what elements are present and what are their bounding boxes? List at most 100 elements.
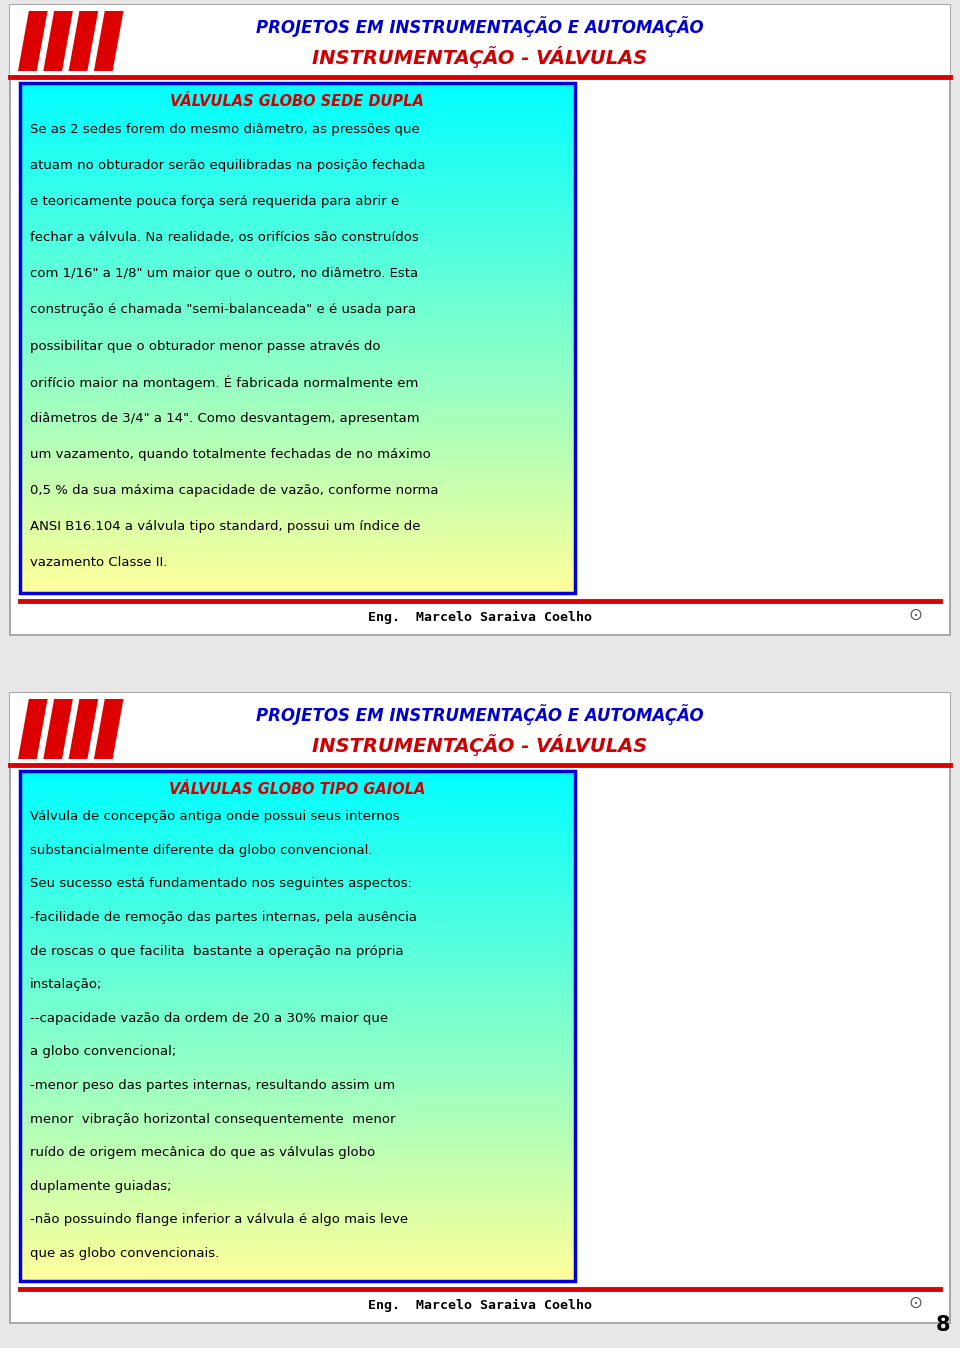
Bar: [20, 562, 575, 566]
Bar: [20, 297, 575, 301]
Bar: [20, 481, 575, 484]
Bar: [20, 318, 575, 321]
Bar: [20, 1002, 575, 1006]
Bar: [20, 325, 575, 328]
Bar: [20, 1064, 575, 1066]
Bar: [20, 921, 575, 923]
Text: Seu sucesso está fundamentado nos seguintes aspectos:: Seu sucesso está fundamentado nos seguin…: [30, 878, 412, 891]
Bar: [20, 1101, 575, 1104]
Bar: [20, 576, 575, 580]
Bar: [20, 535, 575, 539]
Bar: [20, 341, 575, 345]
Bar: [20, 1169, 575, 1173]
Bar: [20, 137, 575, 140]
Bar: [20, 198, 575, 202]
Bar: [10, 693, 950, 766]
Bar: [20, 419, 575, 423]
Bar: [20, 508, 575, 511]
Bar: [20, 355, 575, 359]
Bar: [20, 222, 575, 226]
Bar: [20, 280, 575, 283]
Bar: [20, 903, 575, 907]
Text: fechar a válvula. Na realidade, os orifícios são construídos: fechar a válvula. Na realidade, os orifí…: [30, 231, 419, 244]
Bar: [20, 852, 575, 856]
Bar: [20, 260, 575, 263]
Bar: [20, 249, 575, 253]
Bar: [20, 446, 575, 450]
Bar: [20, 430, 575, 433]
Bar: [20, 1247, 575, 1251]
Bar: [20, 1202, 575, 1206]
Bar: [20, 1023, 575, 1026]
Bar: [20, 941, 575, 945]
Bar: [20, 1117, 575, 1122]
Bar: [20, 410, 575, 412]
Text: Se as 2 sedes forem do mesmo diâmetro, as pressões que: Se as 2 sedes forem do mesmo diâmetro, a…: [30, 123, 420, 136]
Bar: [20, 907, 575, 910]
Bar: [20, 433, 575, 437]
Bar: [20, 849, 575, 852]
Bar: [20, 532, 575, 535]
Bar: [20, 1115, 575, 1117]
Bar: [20, 84, 575, 86]
Bar: [20, 437, 575, 439]
Text: orifício maior na montagem. É fabricada normalmente em: orifício maior na montagem. É fabricada …: [30, 376, 419, 390]
Bar: [20, 256, 575, 260]
Bar: [20, 124, 575, 127]
Bar: [20, 1108, 575, 1111]
Bar: [20, 566, 575, 569]
Text: de roscas o que facilita  bastante a operação na própria: de roscas o que facilita bastante a oper…: [30, 945, 403, 957]
Bar: [20, 1080, 575, 1084]
Bar: [20, 1026, 575, 1030]
Bar: [20, 491, 575, 495]
Bar: [20, 1050, 575, 1053]
Bar: [20, 867, 575, 869]
Bar: [20, 1220, 575, 1223]
Bar: [20, 582, 575, 586]
Bar: [20, 822, 575, 825]
Text: duplamente guiadas;: duplamente guiadas;: [30, 1180, 172, 1193]
Bar: [10, 5, 950, 635]
Bar: [20, 301, 575, 305]
Bar: [20, 1166, 575, 1169]
Bar: [20, 464, 575, 468]
Bar: [20, 307, 575, 311]
Bar: [20, 1057, 575, 1060]
Bar: [20, 809, 575, 811]
Bar: [20, 1138, 575, 1142]
Bar: [20, 1033, 575, 1037]
Bar: [20, 348, 575, 352]
Bar: [20, 90, 575, 93]
Bar: [20, 403, 575, 406]
Bar: [20, 774, 575, 778]
Bar: [20, 368, 575, 372]
Polygon shape: [43, 11, 73, 71]
Bar: [20, 191, 575, 195]
Bar: [20, 934, 575, 938]
Bar: [20, 818, 575, 822]
Bar: [20, 580, 575, 582]
Polygon shape: [18, 11, 48, 71]
Bar: [20, 155, 575, 158]
Bar: [20, 1043, 575, 1046]
Bar: [20, 999, 575, 1002]
Bar: [20, 383, 575, 386]
Bar: [20, 927, 575, 931]
Bar: [20, 1206, 575, 1209]
Bar: [20, 1122, 575, 1124]
Bar: [20, 880, 575, 883]
Text: VÁLVULAS GLOBO SEDE DUPLA: VÁLVULAS GLOBO SEDE DUPLA: [170, 93, 424, 108]
Bar: [20, 321, 575, 325]
Bar: [20, 236, 575, 240]
Bar: [20, 1144, 575, 1148]
Text: --capacidade vazão da ordem de 20 a 30% maior que: --capacidade vazão da ordem de 20 a 30% …: [30, 1012, 388, 1024]
Bar: [20, 144, 575, 147]
Bar: [20, 392, 575, 396]
Bar: [20, 1070, 575, 1073]
Bar: [20, 1097, 575, 1101]
Bar: [20, 589, 575, 593]
Text: Eng.  Marcelo Saraiva Coelho: Eng. Marcelo Saraiva Coelho: [368, 611, 592, 624]
Bar: [20, 453, 575, 457]
Bar: [20, 1244, 575, 1247]
Bar: [20, 283, 575, 287]
